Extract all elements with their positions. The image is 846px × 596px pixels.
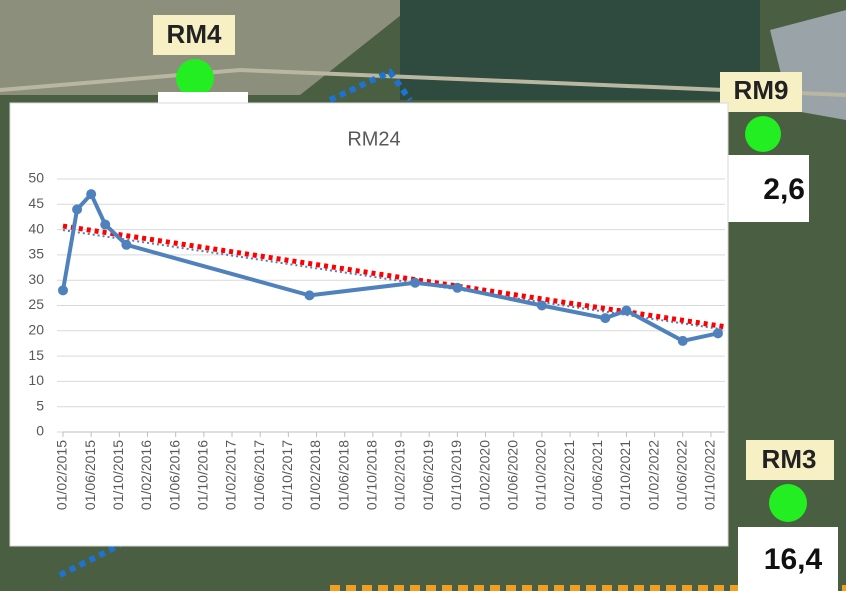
x-tick-label: 01/06/2021 [589,440,605,510]
x-tick-label: 01/06/2022 [673,440,689,510]
y-tick-label: 0 [36,423,44,439]
reading-label: 2,6 [763,173,805,206]
x-tick-label: 01/02/2019 [392,440,408,510]
x-tick-label: 01/02/2017 [223,440,239,510]
data-point [304,290,314,300]
x-tick-label: 01/06/2019 [420,440,436,510]
x-tick-label: 01/10/2019 [448,440,464,510]
x-tick-label: 01/10/2021 [617,440,633,510]
page: RM4 RM9 2,6 RM3 16,4 RM24 0 5 10 15 20 25 30 35… [0,0,846,591]
x-tick-label: 01/02/2016 [138,440,154,510]
station-dot [745,116,781,152]
x-tick-label: 01/06/2018 [335,440,351,510]
data-point [452,283,462,293]
x-tick-label: 01/06/2020 [504,440,520,510]
y-tick-label: 15 [28,347,44,363]
x-tick-label: 01/02/2022 [645,440,661,510]
y-tick-label: 5 [36,397,44,413]
data-point [100,220,110,230]
y-tick-label: 30 [28,271,44,287]
y-tick-label: 45 [28,195,44,211]
y-tick-label: 10 [28,372,44,388]
x-tick-label: 01/02/2021 [561,440,577,510]
reading-label: 16,4 [764,543,823,576]
station-label: RM3 [762,444,817,474]
data-point [121,240,131,250]
x-tick-label: 01/10/2018 [364,440,380,510]
data-point [86,189,96,199]
x-tick-label: 01/06/2016 [166,440,182,510]
data-point [72,204,82,214]
y-tick-label: 40 [28,220,44,236]
x-tick-label: 01/10/2017 [279,440,295,510]
x-tick-label: 01/02/2018 [307,440,323,510]
data-point [713,328,723,338]
y-tick-label: 35 [28,246,44,262]
x-tick-label: 01/10/2016 [195,440,211,510]
x-tick-label: 01/06/2015 [82,440,98,510]
x-tick-label: 01/02/2020 [476,440,492,510]
y-tick-label: 20 [28,322,44,338]
station-label: RM9 [734,75,789,105]
data-point [678,336,688,346]
data-point [621,306,631,316]
data-point [410,278,420,288]
x-tick-label: 01/02/2015 [54,440,70,510]
station-dot [176,59,214,97]
station-dot [769,484,807,522]
x-tick-label: 01/10/2020 [533,440,549,510]
y-tick-label: 25 [28,296,44,312]
station-label: RM4 [167,19,222,49]
data-point [58,285,68,295]
x-tick-label: 01/10/2022 [702,440,718,510]
y-tick-label: 50 [28,170,44,186]
chart-title: RM24 [347,128,400,150]
x-tick-label: 01/06/2017 [251,440,267,510]
x-tick-label: 01/10/2015 [110,440,126,510]
data-point [537,301,547,311]
data-point [600,313,610,323]
